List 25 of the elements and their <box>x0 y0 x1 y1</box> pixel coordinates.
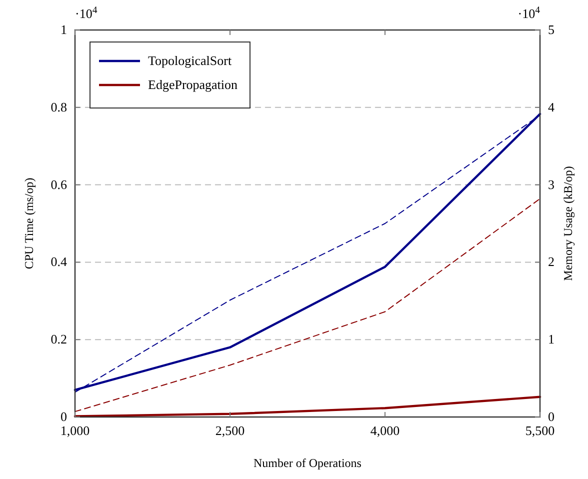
line-series <box>74 396 542 418</box>
text: ·10$^{4}$ <box>75 4 98 21</box>
y-tick-label: 1 <box>60 22 67 37</box>
y2-tick-label: 1 <box>548 332 554 347</box>
legend-label: EdgePropagation <box>148 77 238 92</box>
y2-axis-title: Memory Usage (kB/op) <box>561 166 575 281</box>
text: ·10$^{4}$ <box>518 4 540 21</box>
y2-tick-label: 3 <box>548 176 554 192</box>
y-axis-title: CPU Time (ms/op) <box>22 178 36 270</box>
y2-tick-label: 2 <box>548 254 554 270</box>
x-axis-title: Number of Operations <box>254 456 362 470</box>
x-tick-label: 1,000 <box>60 423 90 438</box>
y2-tick-label: 0 <box>548 409 554 424</box>
y-tick-label: 0 <box>60 409 67 424</box>
y2-tick-label: 5 <box>548 22 554 37</box>
y2-tick-label: 4 <box>548 99 555 114</box>
y-tick-label: 0.8 <box>50 99 67 114</box>
legend-label: TopologicalSort <box>148 53 232 68</box>
x-tick-label: 2,500 <box>215 423 245 438</box>
line-series <box>74 198 540 412</box>
x-tick-label: 4,000 <box>370 423 400 438</box>
y-tick-label: 0.2 <box>50 332 67 347</box>
y-tick-label: 0.6 <box>50 176 68 192</box>
y-tick-label: 0.4 <box>50 254 68 270</box>
x-tick-label: 5,500 <box>525 423 555 438</box>
